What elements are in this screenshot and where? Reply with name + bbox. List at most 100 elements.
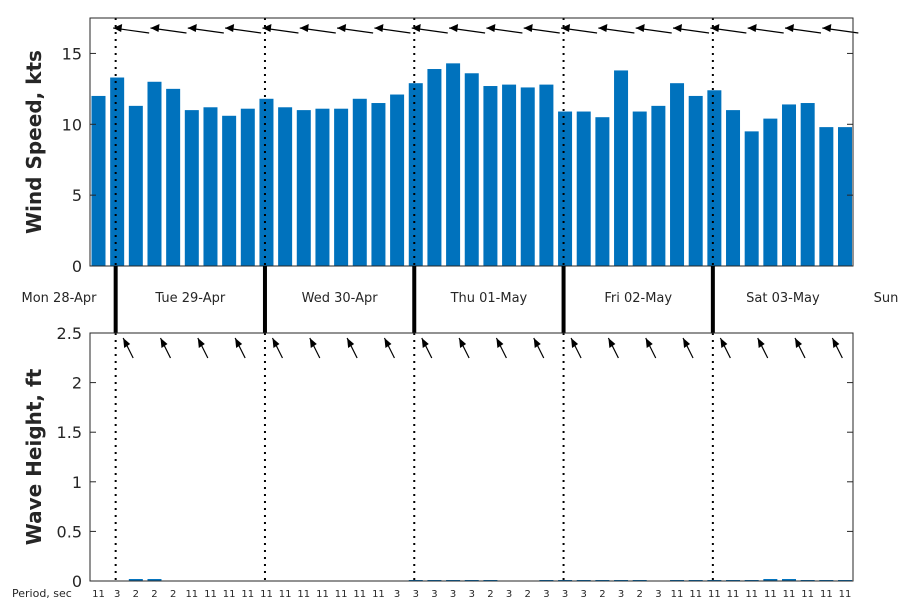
wind-bar — [296, 110, 311, 266]
period-value: 11 — [335, 589, 348, 600]
arrowhead-icon — [533, 338, 541, 348]
period-value: 11 — [372, 589, 385, 600]
wind-bar — [800, 103, 815, 267]
arrowhead-icon — [523, 24, 533, 32]
wind-bar — [446, 63, 461, 266]
wind-bar — [688, 95, 703, 266]
period-value: 11 — [783, 589, 796, 600]
wind-bar — [128, 105, 143, 266]
period-value: 11 — [708, 589, 721, 600]
wave-bar — [782, 579, 797, 581]
period-value: 11 — [764, 589, 777, 600]
period-value: 11 — [801, 589, 814, 600]
day-label: Sat 03-May — [746, 291, 820, 306]
wind-bar — [744, 131, 759, 266]
period-value: 11 — [689, 589, 702, 600]
arrowhead-icon — [272, 338, 280, 348]
wave-axis-box — [89, 332, 854, 582]
period-value: 2 — [599, 589, 605, 600]
wind-bar — [390, 94, 405, 266]
wind-axis-box — [89, 17, 854, 267]
arrowhead-icon — [710, 24, 720, 32]
period-value: 11 — [241, 589, 254, 600]
arrowhead-icon — [571, 338, 579, 348]
period-value: 2 — [151, 589, 157, 600]
arrowhead-icon — [225, 24, 235, 32]
arrowhead-icon — [374, 24, 384, 32]
wind-bar — [670, 83, 685, 266]
arrowhead-icon — [486, 24, 496, 32]
day-label: Fri 02-May — [604, 291, 672, 306]
period-value: 3 — [618, 589, 624, 600]
wind-y-axis-label: Wind Speed, kts — [22, 50, 46, 234]
arrowhead-icon — [832, 338, 840, 348]
wind-direction-arrows — [113, 24, 859, 34]
wave-y-tick-label: 0 — [72, 572, 82, 591]
wave-y-tick-label: 0.5 — [57, 522, 82, 541]
arrowhead-icon — [673, 24, 683, 32]
period-value: 2 — [170, 589, 176, 600]
arrowhead-icon — [337, 24, 347, 32]
wind-bar — [184, 110, 199, 266]
wave-y-tick-label: 2 — [72, 374, 82, 393]
wind-bar — [464, 73, 479, 266]
period-value: 3 — [655, 589, 661, 600]
period-value: 11 — [353, 589, 366, 600]
period-value: 3 — [431, 589, 437, 600]
wave-y-axis-label: Wave Height, ft — [22, 368, 46, 545]
period-label: Period, sec — [12, 587, 72, 600]
period-value: 2 — [133, 589, 139, 600]
period-value: 3 — [581, 589, 587, 600]
arrowhead-icon — [608, 338, 616, 348]
arrowhead-icon — [561, 24, 571, 32]
wave-bar — [147, 579, 162, 581]
arrowhead-icon — [262, 24, 272, 32]
period-value: 3 — [394, 589, 400, 600]
period-value: 11 — [297, 589, 310, 600]
wind-y-tick-label: 5 — [72, 186, 82, 205]
arrowhead-icon — [459, 338, 467, 348]
arrowhead-icon — [299, 24, 309, 32]
wind-bar — [334, 108, 349, 266]
wave-y-tick-label: 1.5 — [57, 423, 82, 442]
wind-bars — [91, 63, 852, 267]
wind-bar — [763, 118, 778, 266]
arrowhead-icon — [347, 338, 355, 348]
wind-bar — [838, 127, 852, 267]
wind-bar — [147, 81, 162, 267]
wind-speed-panel: 0 5 10 15 Wind Speed, kts — [22, 17, 859, 276]
arrowhead-icon — [645, 338, 653, 348]
wind-bar — [614, 70, 629, 266]
arrowhead-icon — [197, 338, 205, 348]
wind-bar — [166, 88, 181, 266]
wind-bar — [726, 110, 741, 266]
wind-bar — [240, 108, 255, 266]
arrowhead-icon — [150, 24, 160, 32]
period-value: 11 — [92, 589, 105, 600]
wave-axis: 0 0.5 1 1.5 2 2.5 Wave Height, ft — [22, 324, 854, 591]
period-value: 3 — [543, 589, 549, 600]
wind-bar — [110, 77, 125, 267]
wave-y-tick-label: 1 — [72, 473, 82, 492]
period-value: 11 — [727, 589, 740, 600]
wind-bar — [632, 111, 647, 266]
arrowhead-icon — [411, 24, 421, 32]
wind-y-tick-label: 10 — [62, 115, 82, 134]
wind-bar — [315, 108, 330, 266]
day-labels-row: Mon 28-Apr Tue 29-Apr Wed 30-Apr Thu 01-May… — [22, 266, 898, 333]
wind-bar — [278, 107, 293, 266]
period-value: 3 — [413, 589, 419, 600]
wind-bar — [371, 103, 386, 267]
wave-bar — [763, 579, 778, 581]
period-value: 3 — [469, 589, 475, 600]
arrowhead-icon — [720, 338, 728, 348]
arrowhead-icon — [160, 338, 168, 348]
arrowhead-icon — [309, 338, 317, 348]
wind-bar — [520, 87, 535, 266]
wind-bar — [595, 117, 610, 266]
wave-bar — [128, 579, 143, 581]
arrowhead-icon — [123, 338, 131, 348]
arrowhead-icon — [113, 24, 123, 32]
period-value: 3 — [506, 589, 512, 600]
period-value: 11 — [223, 589, 236, 600]
